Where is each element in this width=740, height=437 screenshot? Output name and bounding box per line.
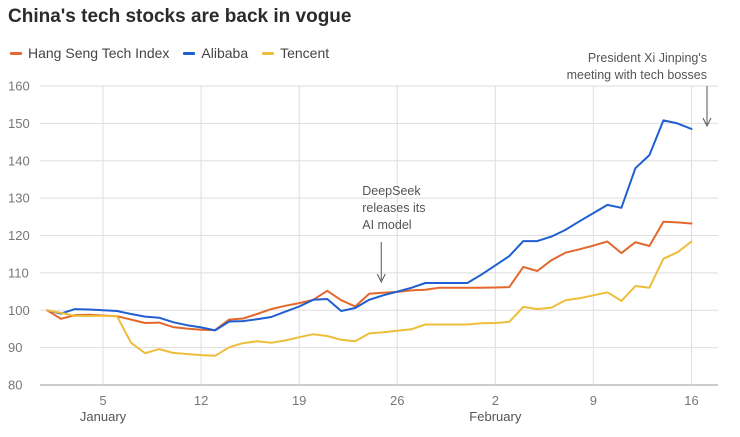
annotation-deepseek-line-2: AI model: [362, 218, 411, 232]
y-tick-label-110: 110: [8, 265, 29, 280]
y-tick-label-160: 160: [8, 79, 30, 94]
x-tick-label-26: 26: [390, 393, 404, 408]
y-tick-label-100: 100: [8, 303, 30, 318]
chart-title: China's tech stocks are back in vogue: [8, 6, 352, 27]
series-line-alibaba: [46, 119, 693, 332]
legend-swatch-alibaba: [183, 51, 196, 55]
x-tick-label-5: 5: [99, 393, 106, 408]
month-label-january: January: [80, 409, 127, 424]
annotation-deepseek-line-0: DeepSeek: [362, 184, 421, 198]
x-tick-label-12: 12: [194, 393, 208, 408]
annotation-deepseek-line-1: releases its: [362, 201, 425, 215]
legend-label-hang-seng: Hang Seng Tech Index: [28, 45, 170, 61]
x-tick-label-19: 19: [292, 393, 306, 408]
legend-label-alibaba: Alibaba: [201, 45, 249, 61]
legend-swatch-hang-seng: [10, 51, 22, 55]
y-tick-label-130: 130: [8, 191, 30, 206]
annotation-xi-arrow-head: [702, 117, 712, 128]
annotation-xi-line-1: meeting with tech bosses: [567, 68, 707, 82]
month-label-february: February: [469, 409, 522, 424]
x-tick-label-9: 9: [590, 393, 597, 408]
x-tick-label-2: 2: [492, 393, 499, 408]
annotation-deepseek-arrow-head: [376, 273, 386, 284]
legend-item-hang-seng: Hang Seng Tech Index: [10, 45, 169, 61]
y-tick-label-90: 90: [8, 340, 22, 355]
y-tick-label-140: 140: [8, 153, 30, 168]
legend-item-tencent: Tencent: [262, 45, 329, 61]
legend: Hang Seng Tech Index Alibaba Tencent: [10, 45, 343, 61]
legend-item-alibaba: Alibaba: [183, 45, 248, 61]
y-tick-label-120: 120: [8, 228, 30, 243]
x-tick-label-16: 16: [684, 393, 698, 408]
series-line-tencent: [46, 240, 693, 357]
y-tick-label-80: 80: [8, 378, 22, 393]
legend-swatch-tencent: [262, 51, 275, 55]
y-tick-label-150: 150: [8, 116, 30, 131]
legend-label-tencent: Tencent: [280, 45, 330, 61]
annotation-xi-line-0: President Xi Jinping's: [588, 51, 707, 65]
series-line-hang-seng-tech-index: [46, 220, 693, 332]
